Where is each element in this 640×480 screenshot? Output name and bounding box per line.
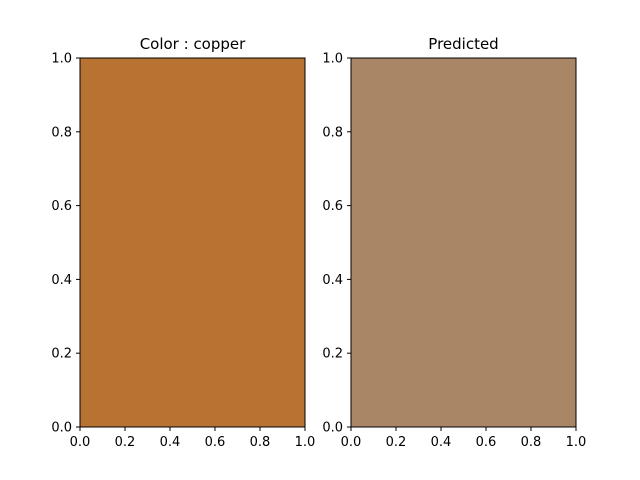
y-tick-label-left-5: 1.0 — [51, 52, 72, 67]
x-tick-label-right-4: 0.8 — [521, 435, 542, 450]
chart-panel-left: Color : copper 0.0 0.2 0.4 0.6 0.8 1.0 0.0 0.2 0.… — [51, 35, 315, 450]
color-fill-right — [351, 58, 576, 427]
x-tick-label-right-5: 1.0 — [566, 435, 587, 450]
x-tick-label-right-0: 0.0 — [341, 435, 362, 450]
chart-panel-right: Predicted 0.0 0.2 0.4 0.6 0.8 1.0 0.0 0.2 0.4 0.6 0… — [322, 35, 586, 450]
y-tick-label-left-0: 0.0 — [51, 421, 72, 436]
x-tick-label-right-2: 0.4 — [431, 435, 452, 450]
x-tick-label-left-1: 0.2 — [115, 435, 136, 450]
x-tick-label-left-0: 0.0 — [70, 435, 91, 450]
y-tick-label-right-1: 0.2 — [322, 347, 343, 362]
x-tick-label-left-4: 0.8 — [250, 435, 271, 450]
y-tick-label-right-5: 1.0 — [322, 52, 343, 67]
chart-title-left: Color : copper — [140, 35, 246, 53]
x-tick-label-right-1: 0.2 — [386, 435, 407, 450]
y-tick-label-right-2: 0.4 — [322, 273, 343, 288]
y-tick-label-right-3: 0.6 — [322, 199, 343, 214]
x-tick-label-left-3: 0.6 — [205, 435, 226, 450]
axes-frame-right — [350, 57, 577, 428]
y-tick-label-right-0: 0.0 — [322, 421, 343, 436]
x-tick-label-right-3: 0.6 — [476, 435, 497, 450]
color-fill-left — [80, 58, 305, 427]
y-tick-label-left-3: 0.6 — [51, 199, 72, 214]
x-tick-label-left-5: 1.0 — [295, 435, 316, 450]
axes-frame-left — [79, 57, 306, 428]
x-tick-label-left-2: 0.4 — [160, 435, 181, 450]
y-tick-label-left-2: 0.4 — [51, 273, 72, 288]
y-tick-label-left-4: 0.8 — [51, 125, 72, 140]
y-tick-label-right-4: 0.8 — [322, 125, 343, 140]
y-tick-label-left-1: 0.2 — [51, 347, 72, 362]
chart-title-right: Predicted — [428, 35, 498, 53]
